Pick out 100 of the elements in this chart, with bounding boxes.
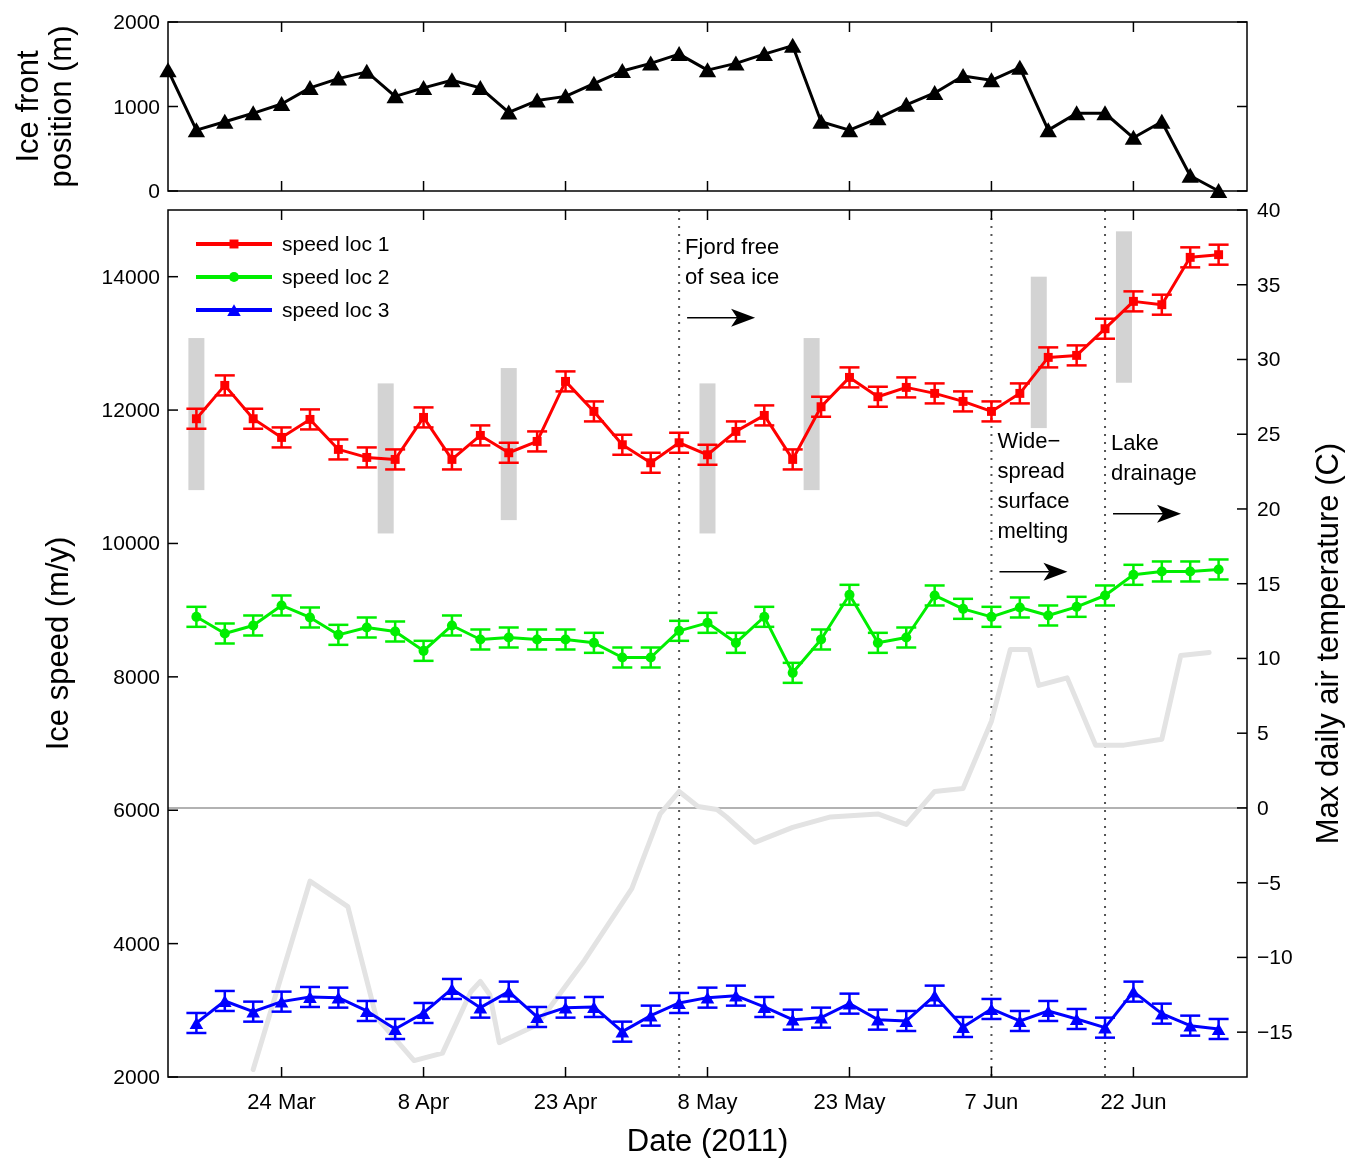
y2-tick-label: 15 [1257, 571, 1281, 595]
y-tick-label: 12000 [101, 398, 160, 422]
point [1071, 601, 1082, 612]
point [216, 113, 234, 129]
annotation: Fjord free of sea ice [685, 233, 780, 289]
point [443, 72, 461, 88]
point [1156, 566, 1167, 577]
point [674, 438, 684, 448]
y-tick-label: 14000 [101, 264, 160, 288]
point [1015, 388, 1025, 398]
y-tick-label: 2000 [113, 10, 160, 33]
point [1124, 129, 1143, 145]
point [390, 626, 401, 637]
legend-label: speed loc 3 [282, 298, 390, 321]
point [1043, 352, 1053, 362]
y2-tick-label: 5 [1257, 721, 1269, 745]
point [727, 55, 745, 71]
point [220, 380, 230, 390]
point [388, 1023, 402, 1035]
point [617, 440, 627, 450]
x-tick-label: 8 May [677, 1089, 738, 1114]
point [585, 75, 603, 91]
y-tick-label: 10000 [101, 531, 160, 555]
y-axis-title: Ice front position (m) [10, 25, 78, 188]
bar [699, 383, 716, 534]
point [561, 376, 570, 386]
point [390, 454, 400, 464]
point [730, 637, 741, 648]
y2-tick-label: 40 [1257, 198, 1281, 221]
point [1185, 252, 1195, 262]
point [532, 634, 543, 645]
point [1126, 985, 1141, 998]
point [842, 997, 857, 1010]
y-tick-label: 8000 [113, 664, 160, 688]
y2-tick-label: 20 [1257, 496, 1281, 520]
point [698, 62, 717, 78]
point [301, 79, 319, 95]
point [587, 1001, 601, 1013]
point [700, 991, 715, 1004]
annotation: Lake drainage [1111, 429, 1197, 485]
point [276, 600, 287, 611]
point [845, 372, 854, 382]
point [1039, 122, 1057, 138]
point [475, 430, 485, 440]
point [416, 1007, 431, 1019]
point [359, 1005, 374, 1017]
point [670, 46, 688, 62]
point [1211, 1023, 1226, 1035]
point [446, 620, 457, 631]
point [982, 72, 1001, 88]
point [1100, 324, 1110, 334]
y2-tick-label: −5 [1257, 870, 1281, 894]
point [191, 414, 201, 424]
point [958, 396, 968, 406]
point [984, 1003, 999, 1015]
point [956, 1021, 970, 1033]
point [703, 450, 712, 460]
point [615, 1025, 630, 1038]
point [187, 122, 206, 138]
x-tick-label: 24 Mar [247, 1089, 316, 1114]
point [362, 452, 372, 462]
point [901, 382, 911, 392]
y2-tick-label: 25 [1257, 422, 1281, 446]
point [503, 632, 514, 643]
point [929, 590, 940, 601]
point [643, 1009, 658, 1022]
point [504, 448, 514, 458]
point [358, 63, 376, 79]
point [588, 637, 599, 648]
point [925, 84, 944, 100]
point [816, 634, 827, 645]
point [1013, 1015, 1027, 1027]
point [759, 410, 769, 420]
point [844, 589, 855, 600]
point [731, 426, 741, 436]
point [248, 414, 258, 424]
x-tick-label: 8 Apr [397, 1089, 450, 1114]
point [930, 388, 940, 398]
y-tick-label: 0 [148, 179, 160, 202]
point [702, 617, 713, 628]
y-tick-label: 1000 [113, 94, 160, 118]
x-tick-label: 23 Apr [533, 1089, 598, 1114]
point [869, 110, 887, 126]
point [986, 406, 996, 416]
point [1096, 105, 1114, 121]
point [613, 63, 631, 79]
point [674, 625, 685, 636]
point [1157, 300, 1167, 310]
point [501, 985, 516, 998]
y2-tick-label: 35 [1257, 272, 1281, 296]
point [1214, 250, 1224, 260]
x-tick-label: 23 May [813, 1089, 886, 1114]
point [1181, 167, 1199, 183]
point [759, 611, 770, 622]
point [1041, 1005, 1056, 1017]
point [954, 68, 972, 84]
point [331, 991, 346, 1004]
point [1069, 1013, 1084, 1025]
point [729, 989, 743, 1002]
point [812, 113, 830, 129]
